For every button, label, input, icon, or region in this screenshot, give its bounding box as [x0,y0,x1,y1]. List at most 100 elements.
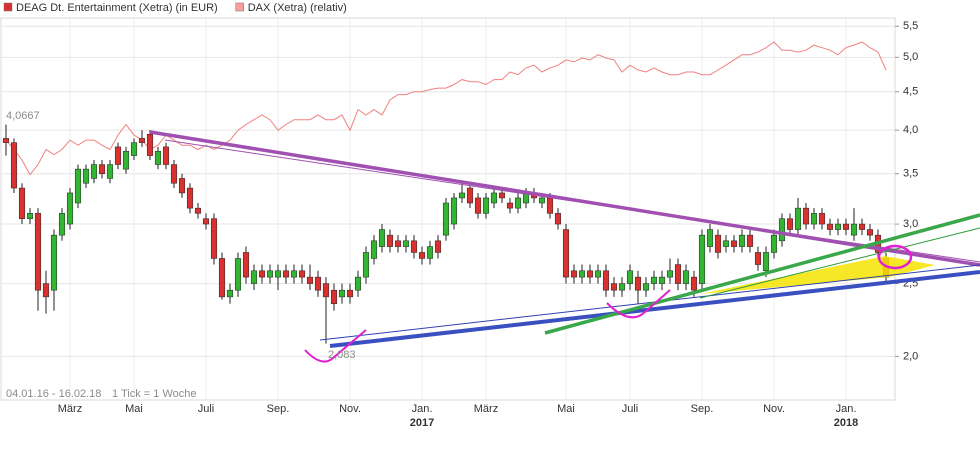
candle-body [498,192,506,199]
candle-body [266,270,274,278]
x-tick-label: Sep. [267,403,290,415]
candle-body [42,283,50,298]
candle-body [850,223,858,236]
y-tick-label: 4,5 [903,86,918,98]
x-year-label: 2018 [834,417,858,429]
candle-body [514,197,522,209]
candle-body [106,164,114,179]
candle-body [202,218,210,225]
candle-body [338,289,346,298]
candle-body [330,289,338,305]
candle-body [842,223,850,230]
candle-body [618,283,626,291]
candle-body [746,234,754,247]
x-tick-label: März [58,403,82,415]
legend-label: DEAG Dt. Entertainment (Xetra) (in EUR) [16,2,218,14]
candle-body [178,178,186,194]
candle-body [674,264,682,284]
x-tick-label: Sep. [691,403,714,415]
candle-body [698,234,706,284]
candle-body [50,234,58,291]
annotation: 2,083 [328,349,356,361]
candle-body [810,213,818,225]
candle-body [458,192,466,199]
candle-body [474,197,482,214]
candle-body [354,276,362,291]
legend: DEAG Dt. Entertainment (Xetra) (in EUR) D… [3,2,347,14]
candle-body [314,276,322,291]
candle-body [362,252,370,278]
candle-body [90,164,98,179]
candle-body [394,240,402,247]
candle-body [762,252,770,272]
y-tick-label: 2,0 [903,350,918,362]
candle-body [722,240,730,247]
candle-body [778,218,786,242]
candle-body [130,142,138,156]
candle-body [274,270,282,278]
candle-body [714,234,722,253]
x-year-label: 2017 [410,417,434,429]
candle-body [538,197,546,204]
series [2,41,890,344]
candle-body [802,207,810,225]
candle-body [386,234,394,247]
highlight-triangle [700,256,935,294]
candle-body [626,270,634,284]
candle-body [634,276,642,291]
candle-body [322,283,330,298]
annotation: 4,0667 [6,110,40,122]
candle-body [346,289,354,298]
candle-body [170,164,178,184]
candle-body [2,138,10,143]
candle-body [770,234,778,253]
candle-body [378,229,386,247]
candle-body [122,150,130,170]
tick-note: 1 Tick = 1 Woche [112,388,196,400]
legend-swatch [235,2,244,12]
candle-body [250,270,258,284]
candle-body [258,270,266,278]
candle-body [298,270,306,278]
candle-body [402,240,410,247]
check-mark [304,329,367,363]
candle-body [562,229,570,278]
candle-body [210,218,218,259]
candle-body [218,258,226,298]
candle-body [570,270,578,278]
candle-body [650,276,658,284]
candle-body [546,197,554,214]
candle-body [226,289,234,298]
candle-body [290,270,298,278]
trend-line [319,264,980,341]
candle-body [242,252,250,278]
x-tick-label: Juli [198,403,215,415]
candle-body [594,270,602,278]
candle-body [642,283,650,291]
candle-body [10,142,18,189]
candle-body [682,270,690,284]
candle-body [754,252,762,265]
candle-body [786,218,794,230]
candle-body [282,270,290,278]
candle-body [826,223,834,230]
candle-body [554,213,562,225]
candle-body [450,197,458,225]
y-tick-label: 3,5 [903,168,918,180]
candle-body [610,283,618,291]
candle-body [114,146,122,165]
candle-body [482,197,490,214]
trend-line [544,213,980,335]
candle-body [154,150,162,165]
candle-body [426,246,434,259]
candle-body [58,213,66,236]
candle-body [194,207,202,214]
y-tick-label: 4,0 [903,124,918,136]
candle-body [146,134,154,156]
candle-body [234,258,242,291]
x-tick-label: Jan. [412,403,433,415]
trend-drawings [149,130,980,363]
candle-body [306,276,314,284]
candle-body [658,276,666,284]
x-tick-label: Nov. [763,403,785,415]
